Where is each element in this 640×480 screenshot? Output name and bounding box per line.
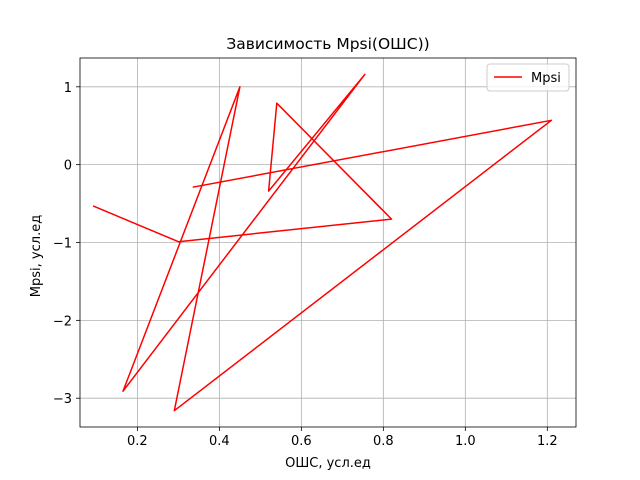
y-tick-label: 1 — [64, 81, 72, 96]
chart-title: Зависимость Mpsi(ОШС)) — [226, 35, 429, 53]
x-tick-label: 1.0 — [455, 434, 476, 449]
grid — [80, 58, 576, 427]
y-tick-label: −3 — [53, 392, 72, 407]
y-tick-label: −1 — [53, 237, 72, 252]
legend: Mpsi — [486, 63, 570, 92]
x-tick-label: 0.2 — [127, 434, 148, 449]
y-tick-label: 0 — [64, 159, 72, 174]
x-axis-label: ОШС, усл.ед — [285, 456, 371, 471]
x-tick-label: 0.6 — [291, 434, 312, 449]
series-line-mpsi — [92, 73, 553, 412]
ticks: 0.2 0.4 0.6 0.8 1.0 1.2 1 0 −1 −2 −3 — [53, 81, 558, 449]
legend-frame — [486, 63, 570, 92]
x-tick-label: 0.8 — [373, 434, 394, 449]
y-axis-label: Mpsi, усл.ед — [29, 215, 44, 297]
series-layer — [92, 73, 553, 412]
legend-label-mpsi: Mpsi — [531, 71, 561, 86]
y-tick-label: −2 — [53, 314, 72, 329]
x-tick-label: 0.4 — [209, 434, 230, 449]
x-tick-label: 1.2 — [537, 434, 558, 449]
